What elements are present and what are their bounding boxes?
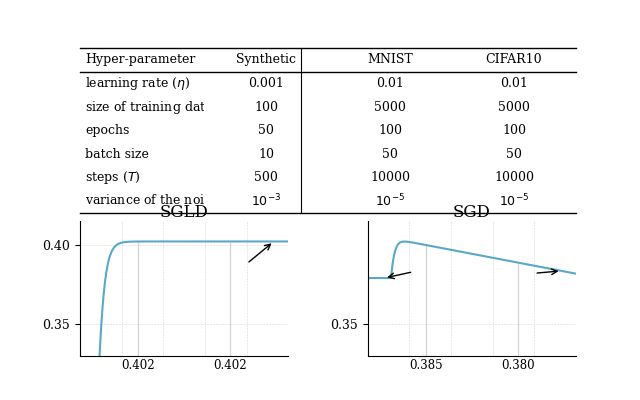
Title: SGLD: SGLD [160, 204, 209, 221]
Text: 0.385: 0.385 [409, 359, 443, 372]
Text: 0.380: 0.380 [501, 359, 534, 372]
Text: 0.402: 0.402 [122, 359, 155, 372]
Text: 0.402: 0.402 [213, 359, 247, 372]
Title: SGD: SGD [453, 204, 491, 221]
